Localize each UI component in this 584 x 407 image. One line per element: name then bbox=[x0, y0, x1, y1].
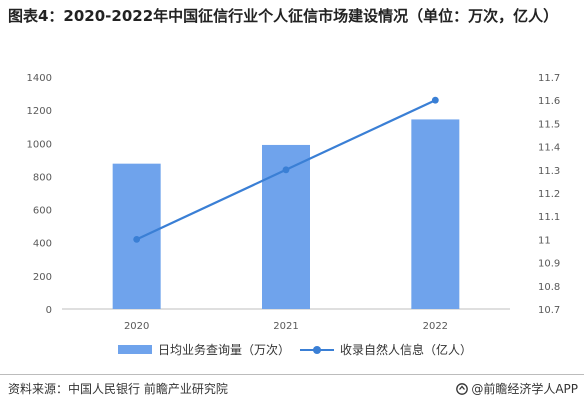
bar-2022 bbox=[411, 119, 460, 310]
brand-text: @前瞻经济学人APP bbox=[471, 382, 578, 396]
line-point-2021 bbox=[282, 166, 290, 174]
legend-item-bar: 日均业务查询量（万次） bbox=[118, 341, 290, 358]
legend-item-line: 收录自然人信息（亿人） bbox=[300, 341, 472, 358]
y-right-tick-label: 11.5 bbox=[538, 119, 560, 130]
legend-label-bar: 日均业务查询量（万次） bbox=[158, 343, 291, 357]
y-left-tick-label: 1000 bbox=[27, 139, 52, 150]
y-right-axis: 10.7 10.8 10.9 11 11.1 11.2 11.3 11.4 11.5 11.6 11… bbox=[538, 73, 560, 316]
footer-divider bbox=[0, 374, 584, 375]
brand-logo-icon bbox=[456, 382, 469, 395]
x-tick-label: 2021 bbox=[273, 321, 298, 332]
y-right-tick-label: 10.9 bbox=[538, 259, 560, 270]
line-series bbox=[133, 96, 439, 243]
y-right-tick-label: 11.7 bbox=[538, 73, 560, 84]
y-right-tick-label: 11 bbox=[538, 235, 551, 246]
y-right-tick-label: 10.7 bbox=[538, 305, 560, 316]
y-right-tick-label: 11.2 bbox=[538, 189, 560, 200]
y-right-tick-label: 11.4 bbox=[538, 143, 560, 154]
legend-swatch-line bbox=[300, 344, 334, 356]
legend-swatch-bar bbox=[118, 345, 152, 354]
y-left-tick-label: 0 bbox=[46, 305, 52, 316]
legend-label-line: 收录自然人信息（亿人） bbox=[340, 343, 473, 357]
x-tick-label: 2022 bbox=[423, 321, 448, 332]
legend: 日均业务查询量（万次） 收录自然人信息（亿人） bbox=[0, 341, 584, 361]
y-left-tick-label: 1200 bbox=[27, 106, 52, 117]
x-tick-labels: 2020 2021 2022 bbox=[124, 321, 448, 332]
y-left-tick-label: 1400 bbox=[27, 73, 52, 84]
line-point-2020 bbox=[133, 236, 141, 243]
y-left-tick-label: 400 bbox=[33, 239, 52, 250]
y-right-tick-label: 11.1 bbox=[538, 212, 560, 223]
y-right-tick-label: 11.3 bbox=[538, 166, 560, 177]
brand: @前瞻经济学人APP bbox=[456, 380, 578, 397]
bar-series bbox=[112, 119, 460, 310]
x-tick-label: 2020 bbox=[124, 321, 149, 332]
line-point-2022 bbox=[431, 96, 439, 104]
y-left-axis: 0 200 400 600 800 1000 1200 1400 bbox=[27, 73, 52, 316]
y-right-tick-label: 10.8 bbox=[538, 282, 560, 293]
chart-title: 图表4：2020-2022年中国征信行业个人征信市场建设情况（单位：万次，亿人） bbox=[8, 7, 559, 25]
y-right-tick-label: 11.6 bbox=[538, 96, 560, 107]
source-text: 资料来源：中国人民银行 前瞻产业研究院 bbox=[8, 382, 228, 396]
y-left-tick-label: 600 bbox=[33, 206, 52, 217]
y-left-tick-label: 800 bbox=[33, 172, 52, 183]
y-left-tick-label: 200 bbox=[33, 272, 52, 283]
